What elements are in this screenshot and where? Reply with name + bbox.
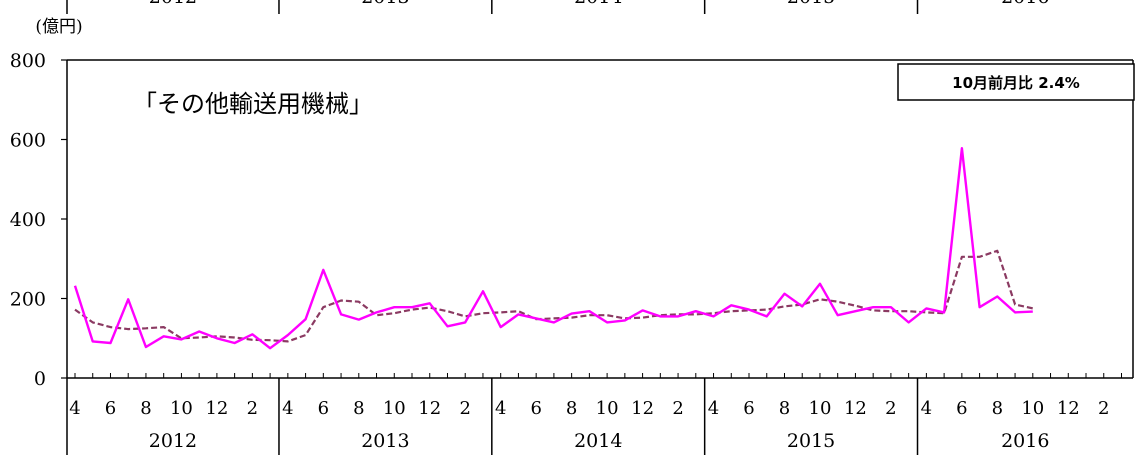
year-label: 2016 bbox=[1001, 430, 1049, 452]
x-tick-label: 8 bbox=[140, 398, 151, 419]
y-tick-label: 200 bbox=[10, 289, 46, 311]
y-tick-label: 800 bbox=[10, 50, 46, 72]
x-tick-label: 6 bbox=[956, 398, 967, 419]
x-tick-label: 6 bbox=[105, 398, 116, 419]
x-tick-label: 12 bbox=[1057, 398, 1080, 419]
series-line-solid bbox=[73, 146, 1033, 350]
x-tick-label: 10 bbox=[383, 398, 406, 419]
y-axis: 0 200 400 600 800 bbox=[10, 50, 68, 390]
x-tick-label: 2 bbox=[459, 398, 470, 419]
top-year-label: 2012 bbox=[149, 0, 197, 8]
x-tick-label: 8 bbox=[353, 398, 364, 419]
annotation-box-frame bbox=[897, 63, 1135, 101]
x-tick-label: 10 bbox=[170, 398, 193, 419]
x-tick-label: 4 bbox=[708, 398, 719, 419]
series-layer bbox=[73, 146, 1034, 350]
x-tick-label: 10 bbox=[596, 398, 619, 419]
top-year-label: 2014 bbox=[574, 0, 622, 8]
year-label: 2015 bbox=[787, 430, 835, 452]
x-tick-label: 2 bbox=[672, 398, 683, 419]
x-tick-label: 2 bbox=[247, 398, 258, 419]
y-unit-label: (億円) bbox=[35, 17, 82, 37]
x-tick-label: 6 bbox=[318, 398, 329, 419]
x-tick-label: 6 bbox=[530, 398, 541, 419]
x-tick-label: 4 bbox=[282, 398, 293, 419]
x-tick-label: 12 bbox=[205, 398, 228, 419]
x-tick-label: 6 bbox=[743, 398, 754, 419]
y-tick-label: 600 bbox=[10, 130, 46, 152]
series-line-dashed bbox=[74, 249, 1034, 343]
x-tick-label: 4 bbox=[495, 398, 506, 419]
x-tick-label: 10 bbox=[1021, 398, 1044, 419]
x-tick-label: 12 bbox=[844, 398, 867, 419]
x-tick-label: 4 bbox=[69, 398, 80, 419]
y-tick-label: 400 bbox=[10, 209, 46, 231]
year-label: 2014 bbox=[574, 430, 622, 452]
top-year-label: 2013 bbox=[361, 0, 409, 8]
x-tick-label: 12 bbox=[418, 398, 441, 419]
chart-title: 「その他輸送用機械」 bbox=[133, 90, 373, 118]
x-tick-label: 8 bbox=[566, 398, 577, 419]
x-tick-label: 8 bbox=[992, 398, 1003, 419]
top-year-axis: 2012 2013 2014 2015 2016 bbox=[66, 0, 1049, 14]
x-tick-label: 12 bbox=[631, 398, 654, 419]
annotation-text: 10月前月比 2.4% bbox=[952, 74, 1080, 92]
x-tick-label: 2 bbox=[1098, 398, 1109, 419]
x-tick-label: 4 bbox=[921, 398, 932, 419]
x-tick-label: 8 bbox=[779, 398, 790, 419]
x-tick-label: 2 bbox=[885, 398, 896, 419]
top-year-label: 2016 bbox=[1001, 0, 1049, 8]
x-tick-label: 10 bbox=[809, 398, 832, 419]
year-label: 2012 bbox=[149, 430, 197, 452]
plot-frame bbox=[67, 59, 1134, 378]
year-label: 2013 bbox=[361, 430, 409, 452]
annotation-box: 10月前月比 2.4% bbox=[897, 63, 1135, 101]
top-year-label: 2015 bbox=[787, 0, 835, 8]
y-tick-label: 0 bbox=[34, 368, 46, 390]
